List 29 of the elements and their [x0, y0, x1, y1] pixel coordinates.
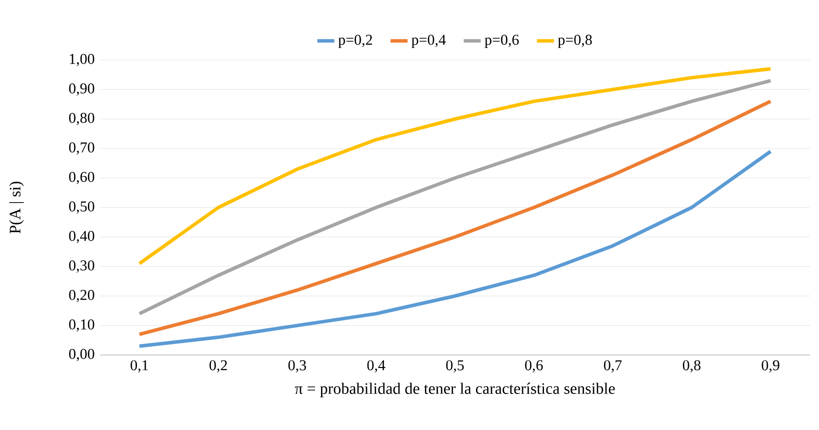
x-tick-label: 0,2: [210, 360, 227, 372]
x-tick-label: 0,1: [130, 360, 148, 372]
y-tick-label: 1,00: [70, 54, 94, 66]
y-tick-label: 0,70: [69, 142, 94, 155]
legend-label: p=0,4: [412, 34, 446, 48]
x-tick-label: 0,7: [604, 360, 622, 372]
x-tick-label: 0,3: [288, 360, 306, 372]
x-tick-label: 0,8: [682, 360, 700, 372]
y-tick-label: 0,60: [69, 172, 94, 184]
legend-label: p=0,6: [484, 34, 519, 48]
y-tick-label: 0,80: [69, 112, 94, 126]
y-tick-label: 0,50: [69, 201, 94, 214]
legend-label: p=0,8: [558, 34, 592, 48]
legend-label: p=0,2: [338, 34, 372, 48]
x-tick-label: 0,9: [762, 360, 780, 372]
line-series: [138, 67, 772, 266]
x-tick-label: 0,6: [525, 360, 543, 372]
y-tick-label: 0,30: [69, 260, 94, 273]
line-series: [138, 78, 772, 316]
line-series: [138, 100, 772, 336]
y-axis-title: P(A | si): [9, 182, 24, 234]
x-axis-title: π = probabilidad de tener la característica sensible: [294, 382, 615, 398]
y-tick-label: 0,20: [69, 290, 94, 302]
y-tick-label: 0,90: [69, 83, 94, 96]
x-tick-label: 0,5: [446, 360, 464, 372]
y-tick-label: 0,40: [69, 230, 94, 244]
y-tick-label: 0,00: [69, 348, 94, 362]
x-tick-label: 0,4: [367, 360, 386, 372]
y-tick-label: 0,10: [69, 319, 94, 332]
